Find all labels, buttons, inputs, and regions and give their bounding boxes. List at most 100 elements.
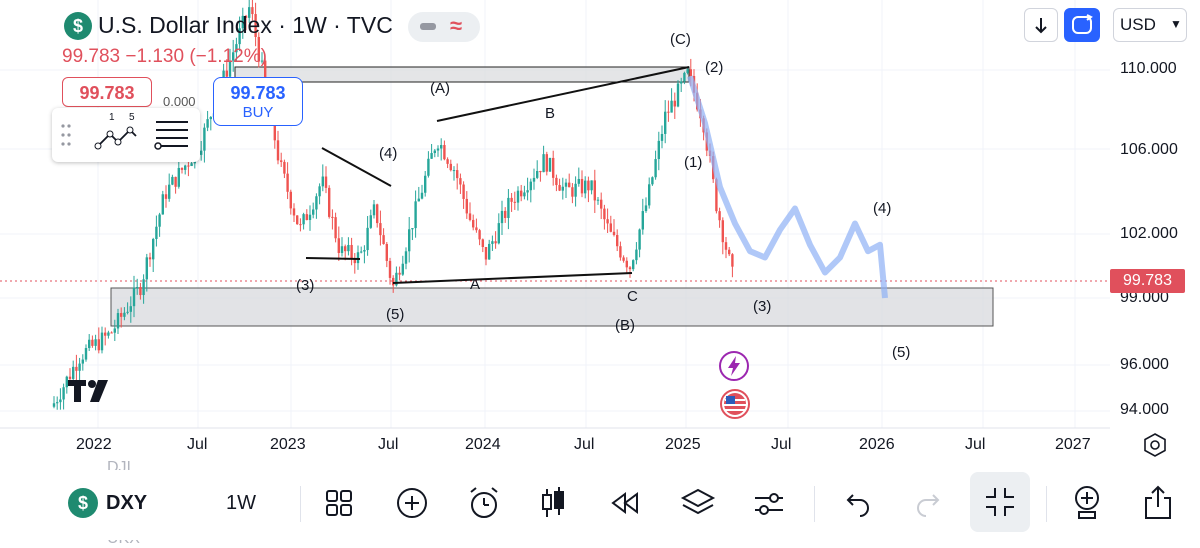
candle bbox=[676, 80, 680, 108]
candle bbox=[174, 176, 177, 194]
chart-title[interactable]: U.S. Dollar Index · 1W · TVC bbox=[98, 12, 393, 38]
candle bbox=[232, 39, 235, 72]
replay-icon[interactable] bbox=[609, 488, 641, 518]
wave-label: (2) bbox=[705, 59, 724, 76]
projection-path bbox=[687, 75, 888, 299]
candle bbox=[382, 228, 385, 245]
candle bbox=[78, 357, 81, 384]
x-tick: Jul bbox=[378, 436, 399, 453]
x-tick: 2027 bbox=[1055, 436, 1091, 453]
candle bbox=[673, 92, 676, 119]
elliott-wave-tool[interactable]: 1 5 bbox=[92, 112, 142, 156]
candle bbox=[116, 308, 120, 335]
grid-icon[interactable] bbox=[324, 488, 354, 518]
candle bbox=[168, 173, 171, 202]
wave-label: (1) bbox=[684, 154, 703, 171]
candle bbox=[289, 189, 292, 215]
candle bbox=[574, 176, 577, 207]
candle bbox=[628, 265, 632, 278]
candle bbox=[587, 176, 590, 203]
candle bbox=[641, 198, 644, 235]
candle bbox=[321, 164, 324, 192]
candle bbox=[660, 125, 664, 149]
flash-icon[interactable] bbox=[718, 350, 750, 382]
minimize-icon[interactable] bbox=[420, 23, 436, 30]
currency-select[interactable]: USD ▼ bbox=[1113, 8, 1187, 42]
candle bbox=[52, 396, 56, 409]
candle bbox=[427, 151, 430, 178]
drawing-toolbar: 1 5 bbox=[52, 108, 200, 162]
x-tick: 2025 bbox=[665, 436, 701, 453]
candle bbox=[132, 275, 136, 318]
candle bbox=[62, 383, 65, 410]
wave-label: A bbox=[470, 276, 481, 293]
fullscreen-exit-button[interactable] bbox=[970, 472, 1030, 532]
candle bbox=[526, 177, 529, 201]
candle bbox=[459, 173, 462, 194]
candle bbox=[292, 203, 296, 222]
candle bbox=[449, 159, 452, 172]
price-chart[interactable] bbox=[0, 0, 1200, 470]
currency-label: USD bbox=[1120, 15, 1156, 34]
undo-icon[interactable] bbox=[842, 490, 872, 518]
candle bbox=[120, 307, 123, 328]
candle bbox=[491, 235, 494, 251]
candle bbox=[571, 183, 574, 204]
share-icon[interactable] bbox=[1142, 484, 1174, 522]
wave-icon[interactable]: ≈ bbox=[450, 13, 463, 38]
candle bbox=[337, 226, 340, 261]
candle bbox=[209, 116, 212, 131]
candle bbox=[324, 166, 328, 194]
candle bbox=[356, 245, 360, 270]
download-button[interactable] bbox=[1024, 8, 1058, 42]
buy-button[interactable]: 99.783 BUY bbox=[213, 77, 303, 126]
candle bbox=[334, 212, 337, 243]
candle bbox=[648, 177, 651, 209]
plus-circle-icon[interactable] bbox=[395, 486, 429, 520]
dollar-icon[interactable]: $ bbox=[68, 488, 98, 518]
candle bbox=[203, 123, 206, 163]
wave-label: (B) bbox=[615, 317, 635, 334]
candle bbox=[686, 67, 689, 75]
drag-handle-icon[interactable] bbox=[60, 122, 72, 148]
buy-label: BUY bbox=[242, 104, 274, 121]
wave-pattern-icon bbox=[94, 126, 137, 150]
candle bbox=[548, 157, 552, 172]
alarm-icon[interactable] bbox=[467, 485, 501, 521]
candle bbox=[155, 215, 158, 247]
chart-mode-pill[interactable]: ≈ bbox=[408, 12, 480, 42]
candle bbox=[532, 168, 536, 190]
sync-button[interactable] bbox=[1064, 8, 1100, 42]
candle bbox=[340, 237, 344, 257]
x-tick: 2026 bbox=[859, 436, 895, 453]
add-indicator-icon[interactable] bbox=[1070, 484, 1104, 522]
menu-lines-icon[interactable] bbox=[154, 118, 190, 152]
candle bbox=[350, 237, 353, 266]
interval-button[interactable]: 1W bbox=[226, 492, 256, 514]
sell-button[interactable]: 99.783 bbox=[62, 77, 152, 107]
candle bbox=[318, 183, 321, 205]
symbol-button[interactable]: DXY bbox=[106, 492, 148, 514]
candle bbox=[513, 191, 516, 210]
candle bbox=[241, 7, 244, 39]
us-flag-icon[interactable] bbox=[718, 388, 754, 420]
candle bbox=[308, 205, 312, 231]
candle bbox=[664, 100, 667, 144]
sliders-icon[interactable] bbox=[752, 488, 786, 520]
x-tick: Jul bbox=[574, 436, 595, 453]
candles-icon[interactable] bbox=[538, 485, 568, 521]
candle bbox=[516, 186, 520, 211]
candle bbox=[142, 274, 145, 304]
candle bbox=[401, 255, 404, 276]
candle bbox=[75, 354, 78, 384]
redo-icon[interactable] bbox=[914, 490, 944, 518]
candle bbox=[91, 335, 94, 348]
settings-icon[interactable] bbox=[1142, 432, 1168, 458]
candle bbox=[68, 368, 72, 381]
candle bbox=[81, 354, 84, 371]
trend-lines bbox=[305, 66, 690, 284]
x-tick: Jul bbox=[771, 436, 792, 453]
candle bbox=[481, 238, 484, 253]
candle bbox=[440, 138, 443, 161]
layers-icon[interactable] bbox=[680, 486, 716, 520]
